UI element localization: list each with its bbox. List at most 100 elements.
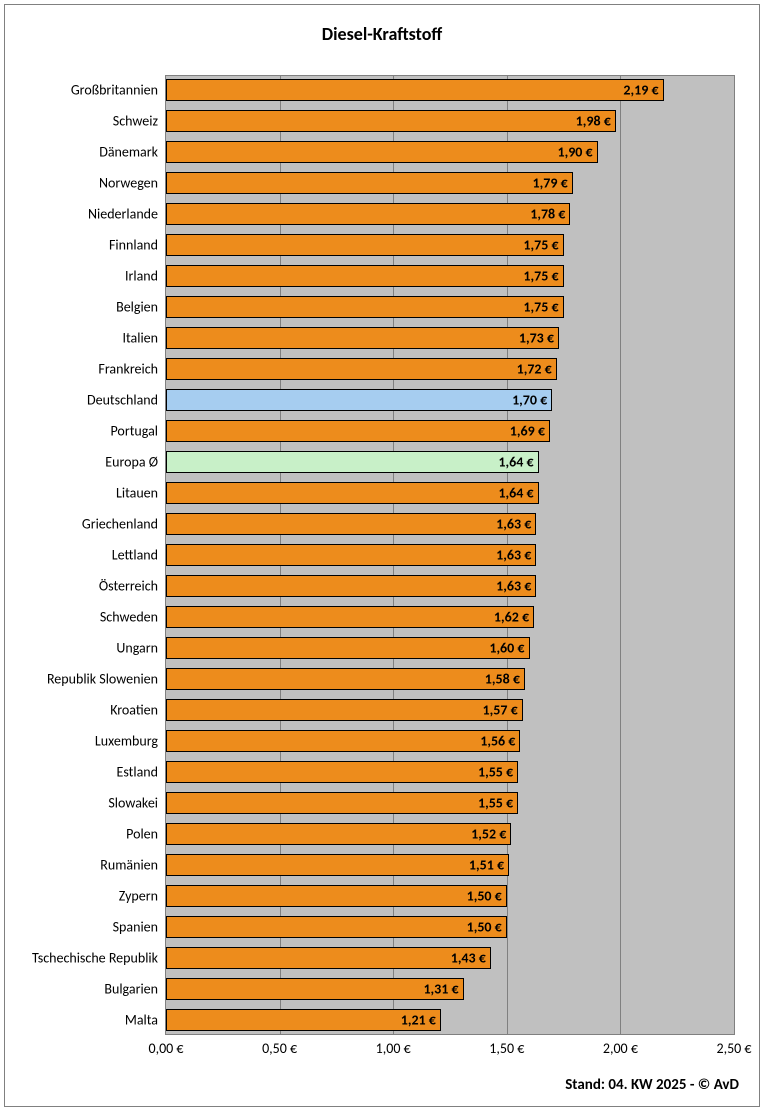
bar-value-label: 1,75 € xyxy=(523,299,558,316)
x-tick-label: 0,00 € xyxy=(148,1040,183,1057)
bar-value-label: 1,50 € xyxy=(467,919,502,936)
y-tick-label: Slowakei xyxy=(108,795,158,812)
y-tick-label: Lettland xyxy=(112,547,158,564)
bar-value-label: 1,55 € xyxy=(478,795,513,812)
y-tick-label: Bulgarien xyxy=(104,981,158,998)
bar-value-label: 1,78 € xyxy=(530,206,565,223)
x-tick-label: 2,50 € xyxy=(716,1040,751,1057)
bar-value-label: 1,62 € xyxy=(494,609,529,626)
bar-value-label: 1,21 € xyxy=(401,1012,436,1029)
bar-value-label: 1,79 € xyxy=(533,175,568,192)
y-tick-label: Österreich xyxy=(99,578,158,595)
y-tick-label: Estland xyxy=(117,764,158,781)
x-tick-label: 2,00 € xyxy=(603,1040,638,1057)
bar: 1,75 € xyxy=(166,234,564,256)
bar-value-label: 1,55 € xyxy=(478,764,513,781)
bar: 1,60 € xyxy=(166,637,530,659)
bar: 1,62 € xyxy=(166,606,534,628)
bar-value-label: 2,19 € xyxy=(623,82,658,99)
bar-value-label: 1,63 € xyxy=(496,578,531,595)
bar-value-label: 1,63 € xyxy=(496,547,531,564)
x-tick-label: 1,00 € xyxy=(376,1040,411,1057)
chart-container: Diesel-Kraftstoff 0,00 €0,50 €1,00 €1,50… xyxy=(4,4,760,1107)
chart-title: Diesel-Kraftstoff xyxy=(5,5,759,45)
bar: 1,72 € xyxy=(166,358,557,380)
bar: 1,51 € xyxy=(166,854,509,876)
bar: 1,73 € xyxy=(166,327,559,349)
bar-value-label: 1,50 € xyxy=(467,888,502,905)
bar: 1,75 € xyxy=(166,296,564,318)
bar: 1,69 € xyxy=(166,420,550,442)
bar-value-label: 1,63 € xyxy=(496,516,531,533)
y-tick-label: Niederlande xyxy=(88,206,158,223)
y-tick-label: Europa Ø xyxy=(105,454,158,471)
bar-value-label: 1,64 € xyxy=(498,454,533,471)
bar: 1,70 € xyxy=(166,389,552,411)
bar-value-label: 1,57 € xyxy=(483,702,518,719)
bar: 2,19 € xyxy=(166,79,664,101)
y-tick-label: Republik Slowenien xyxy=(47,671,158,688)
y-tick-label: Tschechische Republik xyxy=(32,950,158,967)
chart-footer: Stand: 04. KW 2025 - © AvD xyxy=(565,1076,739,1094)
bar: 1,56 € xyxy=(166,730,520,752)
bar-value-label: 1,43 € xyxy=(451,950,486,967)
y-tick-label: Italien xyxy=(123,330,159,347)
bar-value-label: 1,75 € xyxy=(523,237,558,254)
y-tick-label: Großbritannien xyxy=(71,82,158,99)
bar: 1,21 € xyxy=(166,1009,441,1031)
y-tick-label: Spanien xyxy=(113,919,158,936)
y-tick-label: Norwegen xyxy=(99,175,158,192)
bar: 1,75 € xyxy=(166,265,564,287)
y-tick-label: Belgien xyxy=(116,299,158,316)
bar: 1,57 € xyxy=(166,699,523,721)
bar-value-label: 1,60 € xyxy=(489,640,524,657)
bar: 1,55 € xyxy=(166,792,518,814)
bar-value-label: 1,72 € xyxy=(517,361,552,378)
y-tick-label: Luxemburg xyxy=(95,733,158,750)
y-tick-label: Portugal xyxy=(110,423,158,440)
bar-value-label: 1,58 € xyxy=(485,671,520,688)
bar-value-label: 1,56 € xyxy=(480,733,515,750)
bar: 1,31 € xyxy=(166,978,464,1000)
bar: 1,50 € xyxy=(166,916,507,938)
bar-value-label: 1,64 € xyxy=(498,485,533,502)
bar-value-label: 1,98 € xyxy=(576,113,611,130)
bar: 1,55 € xyxy=(166,761,518,783)
y-tick-label: Zypern xyxy=(119,888,158,905)
bar: 1,58 € xyxy=(166,668,525,690)
bar: 1,79 € xyxy=(166,172,573,194)
bar: 1,98 € xyxy=(166,110,616,132)
y-tick-label: Schweiz xyxy=(113,113,158,130)
y-tick-label: Finnland xyxy=(109,237,158,254)
bar-value-label: 1,90 € xyxy=(558,144,593,161)
y-tick-label: Schweden xyxy=(100,609,158,626)
bar-value-label: 1,73 € xyxy=(519,330,554,347)
bar: 1,64 € xyxy=(166,482,539,504)
y-tick-label: Rumänien xyxy=(100,857,158,874)
y-tick-label: Litauen xyxy=(116,485,158,502)
bar: 1,78 € xyxy=(166,203,570,225)
y-tick-label: Deutschland xyxy=(87,392,158,409)
bar-value-label: 1,69 € xyxy=(510,423,545,440)
bar: 1,90 € xyxy=(166,141,598,163)
y-tick-label: Irland xyxy=(125,268,158,285)
bar: 1,63 € xyxy=(166,544,536,566)
bar: 1,43 € xyxy=(166,947,491,969)
plot-area: 0,00 €0,50 €1,00 €1,50 €2,00 €2,50 €2,19… xyxy=(165,75,735,1035)
bar: 1,63 € xyxy=(166,575,536,597)
y-tick-label: Frankreich xyxy=(98,361,158,378)
bar-value-label: 1,70 € xyxy=(512,392,547,409)
y-tick-label: Malta xyxy=(125,1012,158,1029)
bar: 1,50 € xyxy=(166,885,507,907)
bar-value-label: 1,52 € xyxy=(471,826,506,843)
bar-value-label: 1,31 € xyxy=(423,981,458,998)
x-tick-label: 1,50 € xyxy=(489,1040,524,1057)
bar-value-label: 1,51 € xyxy=(469,857,504,874)
bar: 1,52 € xyxy=(166,823,511,845)
x-tick-label: 0,50 € xyxy=(262,1040,297,1057)
gridline xyxy=(620,76,621,1034)
y-tick-label: Ungarn xyxy=(116,640,158,657)
y-tick-label: Kroatien xyxy=(110,702,158,719)
plot-wrap: 0,00 €0,50 €1,00 €1,50 €2,00 €2,50 €2,19… xyxy=(165,75,735,1035)
bar-value-label: 1,75 € xyxy=(523,268,558,285)
